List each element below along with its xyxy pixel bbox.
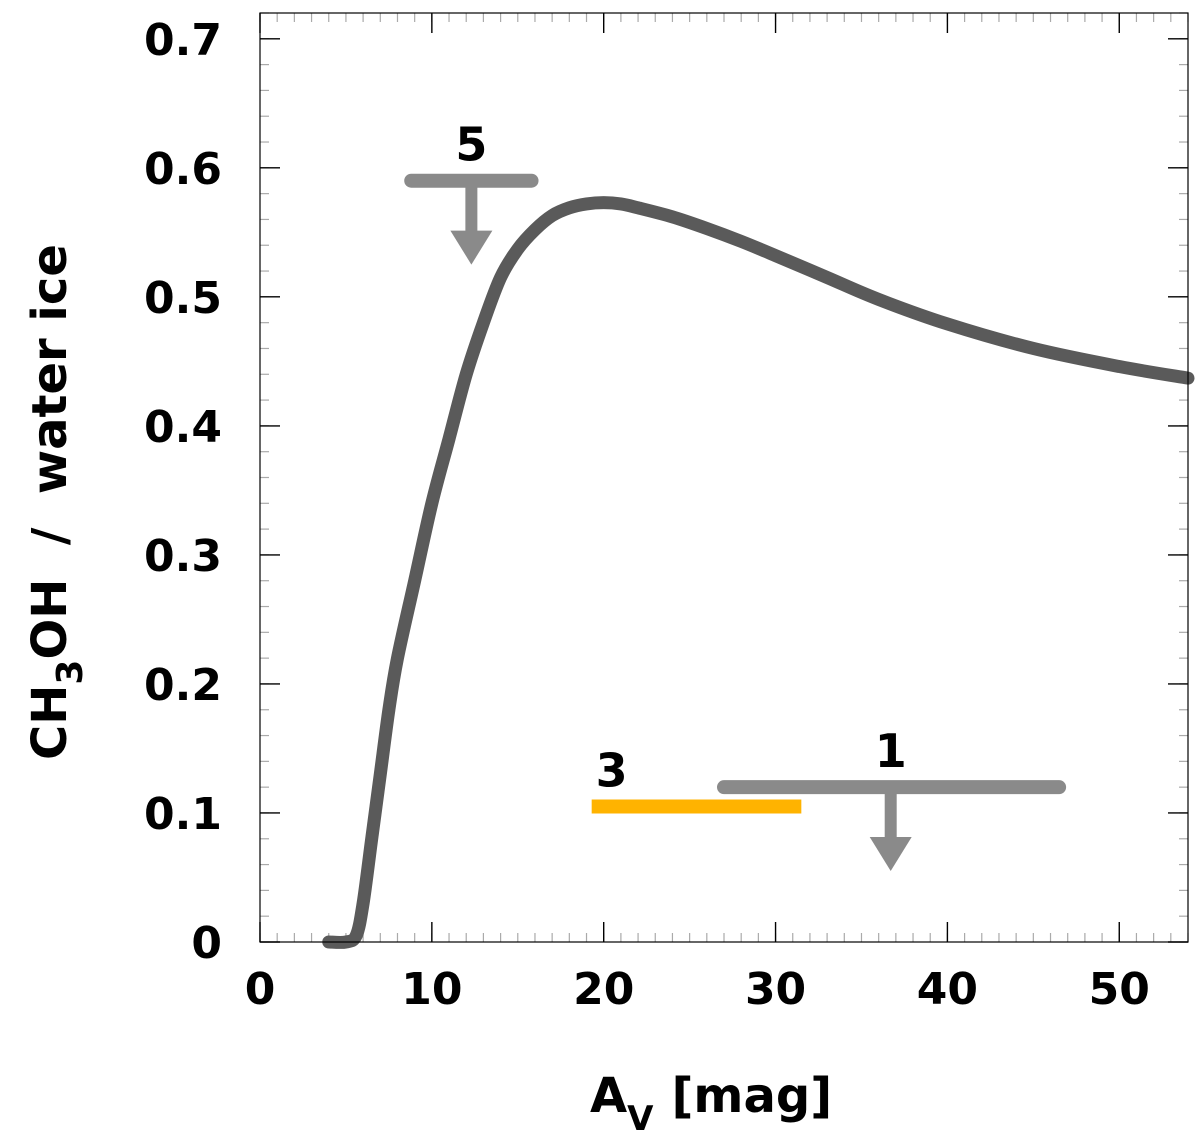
y-axis-title-sub: 3: [50, 660, 91, 685]
plot-frame: [259, 12, 1189, 943]
annotation-label-1: 1: [875, 724, 907, 778]
series-layer: [322, 196, 1195, 949]
y-tick-label: 0.6: [144, 144, 222, 195]
y-axis-title-part2: OH / water ice: [22, 244, 78, 659]
x-axis-title: AV [mag]: [590, 1068, 832, 1139]
annotation-arrow-head-5: [450, 230, 493, 265]
annotation-label-5: 5: [455, 118, 487, 172]
x-tick-labels: 0 10 20 30 40 50: [245, 964, 1150, 1015]
x-tick-label: 30: [745, 964, 806, 1015]
x-axis-title-unit: [mag]: [671, 1068, 832, 1124]
y-tick-label: 0.5: [144, 273, 222, 324]
y-tick-label: 0.4: [144, 402, 222, 453]
x-tick-label: 0: [245, 964, 276, 1015]
y-tick-label: 0.2: [144, 660, 222, 711]
y-tick-label: 0.3: [144, 531, 222, 582]
x-axis-title-main: A: [590, 1068, 627, 1124]
x-tick-label: 40: [917, 964, 978, 1015]
y-tick-label: 0.1: [144, 789, 222, 840]
y-axis-title-part1: CH: [22, 685, 78, 760]
x-tick-label: 50: [1089, 964, 1150, 1015]
x-tick-label: 20: [573, 964, 634, 1015]
y-tick-label: 0: [191, 918, 222, 969]
minor-ticks: [259, 12, 1189, 943]
annotation-label-3: 3: [596, 744, 628, 798]
y-tick-labels: 0 0.1 0.2 0.3 0.4 0.5 0.6 0.7: [144, 15, 222, 969]
annotation-3: 3: [591, 744, 802, 814]
series-line-model: [322, 196, 1195, 949]
annotation-5: 5: [404, 118, 539, 265]
annotation-1: 1: [717, 724, 1067, 872]
x-tick-label: 10: [401, 964, 462, 1015]
x-axis-title-sub: V: [627, 1099, 654, 1139]
annotations: 5 3 1: [404, 118, 1067, 872]
annotation-arrow-head-1: [869, 837, 912, 872]
y-axis-title: CH3OH / water ice: [22, 244, 91, 760]
y-tick-label: 0.7: [144, 15, 222, 66]
